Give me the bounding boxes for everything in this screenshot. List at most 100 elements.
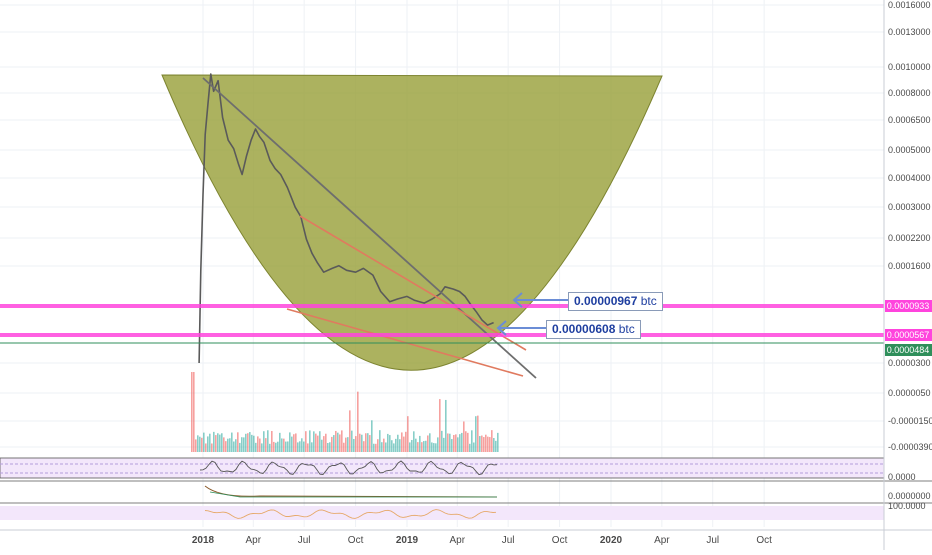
volume-bar <box>339 434 341 452</box>
pane-layer <box>0 457 932 520</box>
annotation-upper-value: 0.00000967 <box>574 294 638 308</box>
volume-bar <box>261 443 263 452</box>
volume-bar <box>335 430 337 452</box>
volume-bar <box>315 433 317 452</box>
volume-bar <box>391 440 393 452</box>
volume-bar <box>467 432 469 452</box>
volume-bar <box>223 437 225 452</box>
volume-bar <box>301 438 303 452</box>
annotation-lower-level: 0.00000608 btc <box>546 320 641 339</box>
volume-bar <box>487 436 489 452</box>
volume-bar <box>427 435 429 452</box>
volume-bar <box>191 372 193 452</box>
volume-bar <box>249 432 251 452</box>
volume-bar <box>493 438 495 452</box>
x-tick-label: Jul <box>298 535 311 546</box>
volume-bar <box>243 437 245 452</box>
volume-bar <box>331 436 333 452</box>
volume-bar <box>495 440 497 452</box>
volume-bar <box>423 441 425 452</box>
volume-bar <box>197 435 199 452</box>
price-badge-label: 0.0000484 <box>887 345 930 355</box>
volume-bar <box>375 443 377 452</box>
volume-bar <box>219 434 221 452</box>
volume-bar <box>413 431 415 452</box>
price-tick-label: -0.0000390 <box>888 442 932 452</box>
volume-bar <box>463 421 465 452</box>
annotation-lower-value: 0.00000608 <box>552 322 616 336</box>
x-tick-label: Jul <box>502 535 515 546</box>
volume-bar <box>435 443 437 452</box>
volume-bar <box>233 441 235 452</box>
price-tick-label: 0.0000300 <box>888 358 931 368</box>
pane-tick-label: 0.0000 <box>888 472 916 482</box>
volume-bar <box>313 431 315 452</box>
volume-bar <box>401 432 403 452</box>
volume-bar <box>437 437 439 452</box>
price-badge <box>885 300 932 312</box>
volume-bar <box>477 415 479 452</box>
volume-bar <box>291 436 293 452</box>
volume-bar <box>397 434 399 452</box>
volume-bar <box>327 443 329 452</box>
volume-bar <box>297 442 299 452</box>
volume-bar <box>241 437 243 452</box>
volume-bar <box>369 435 371 452</box>
price-badge-label: 0.0000567 <box>887 330 930 340</box>
trend-layer <box>0 77 884 379</box>
cup-layer <box>161 74 663 371</box>
x-tick-label: 2019 <box>396 535 419 546</box>
volume-bar <box>283 438 285 452</box>
volume-bar <box>267 430 269 452</box>
volume-bar <box>211 443 213 452</box>
volume-bar <box>399 439 401 452</box>
volume-bar <box>429 433 431 452</box>
volume-bar <box>213 431 215 452</box>
stoch-line <box>199 460 498 476</box>
volume-bar <box>361 434 363 452</box>
volume-bar <box>449 433 451 452</box>
volume-bar <box>479 436 481 452</box>
price-tick-label: -0.0000150 <box>888 416 932 426</box>
x-tick-label: Apr <box>246 535 262 546</box>
lower-level-line <box>0 333 884 337</box>
volume-bar <box>373 443 375 452</box>
volume-bar <box>289 432 291 452</box>
price-tick-label: 0.0006500 <box>888 115 931 125</box>
volume-bar <box>357 391 359 452</box>
stoch-rsi-pane <box>0 457 885 479</box>
upper-level-line <box>0 304 884 308</box>
channel-upper-line <box>299 215 527 351</box>
volume-bar <box>231 432 233 452</box>
price-tick-label: 0.0013000 <box>888 27 931 37</box>
price-series-line <box>198 73 494 364</box>
volume-bar <box>417 442 419 452</box>
cup-pattern-shape <box>161 74 663 371</box>
arrow-lower <box>496 320 546 336</box>
volume-bar <box>205 443 207 452</box>
volume-bar <box>251 434 253 452</box>
volume-bar <box>491 430 493 452</box>
volume-bar <box>237 432 239 452</box>
volume-bar <box>379 430 381 452</box>
volume-bar <box>403 436 405 452</box>
volume-bar <box>445 399 447 452</box>
price-tick-label: 0.0010000 <box>888 62 931 72</box>
volume-bar <box>225 441 227 452</box>
volume-bar <box>329 442 331 452</box>
price-tick-label: 0.0002200 <box>888 233 931 243</box>
volume-bar <box>469 443 471 452</box>
volume-bar <box>389 435 391 452</box>
volume-bar <box>309 430 311 452</box>
volume-bar <box>455 434 457 452</box>
volume-bar <box>461 432 463 452</box>
volume-bar <box>387 433 389 452</box>
volume-bar <box>279 432 281 452</box>
price-tick-label: 0.0000050 <box>888 388 931 398</box>
volume-bar <box>489 437 491 452</box>
volume-bar <box>459 434 461 452</box>
volume-layer <box>191 372 499 452</box>
price-tick-label: 0.0001600 <box>888 261 931 271</box>
label-layer: 0.0000933 0.0000567 0.0000484 <box>885 300 932 356</box>
volume-bar <box>351 430 353 452</box>
